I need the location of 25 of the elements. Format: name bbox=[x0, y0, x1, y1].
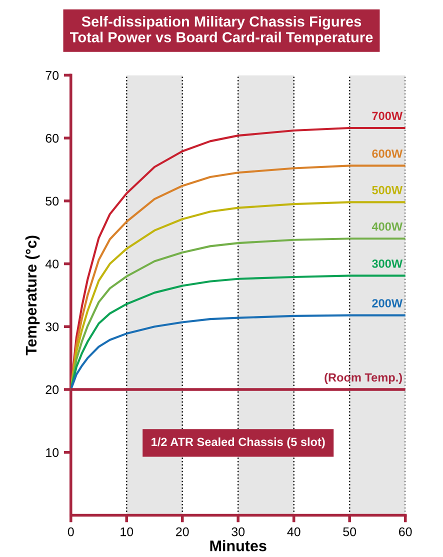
chart-title: Self-dissipation Military Chassis Figures Total Power vs Board Card-rail Temperature bbox=[70, 16, 373, 46]
series-label: 200W bbox=[372, 299, 403, 308]
y-tick-label: 50 bbox=[46, 196, 59, 206]
series-label: 500W bbox=[372, 186, 403, 194]
x-tick-label: 50 bbox=[343, 527, 356, 536]
ref-line-label: (Room Temp.) bbox=[324, 372, 402, 384]
y-tick-label: 40 bbox=[45, 260, 59, 268]
x-tick-label: 0 bbox=[68, 527, 74, 536]
series-label: 400W bbox=[372, 222, 403, 231]
y-tick-label: 20 bbox=[46, 385, 59, 394]
x-tick-label: 10 bbox=[120, 527, 134, 536]
x-tick-label: 60 bbox=[399, 527, 412, 536]
y-tick-label: 60 bbox=[46, 134, 59, 143]
y-axis-title: Temperature (°c) bbox=[25, 236, 40, 356]
x-tick-label: 40 bbox=[287, 527, 300, 536]
annotation: 1/2 ATR Sealed Chassis (5 slot) bbox=[152, 437, 325, 448]
y-tick-label: 30 bbox=[46, 322, 59, 332]
y-tick-label: 10 bbox=[46, 448, 59, 458]
x-axis-title: Minutes bbox=[210, 540, 266, 552]
series-label: 700W bbox=[372, 112, 403, 120]
series-label: 300W bbox=[372, 259, 403, 268]
x-tick-label: 20 bbox=[176, 527, 189, 536]
y-tick-label: 70 bbox=[46, 70, 59, 80]
x-tick-label: 30 bbox=[232, 527, 245, 536]
series-label: 600W bbox=[372, 149, 403, 158]
